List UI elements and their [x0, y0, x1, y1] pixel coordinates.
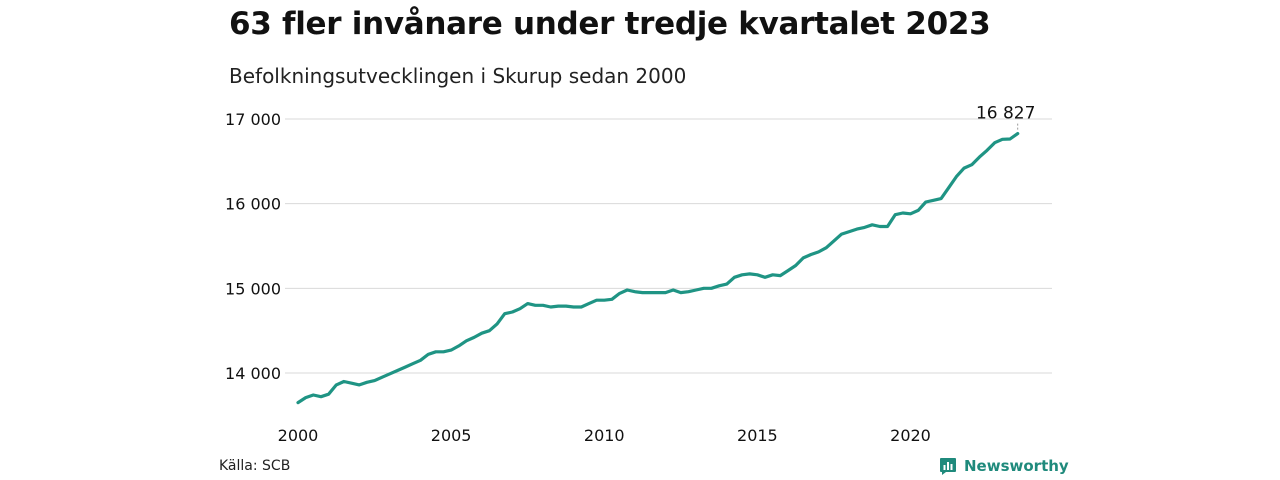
- population-series-line: [296, 132, 1020, 405]
- y-tick-label: 16 000: [225, 195, 281, 214]
- x-tick-label: 2000: [278, 426, 319, 445]
- chart-subtitle: Befolkningsutvecklingen i Skurup sedan 2…: [229, 64, 687, 88]
- chart-title: 63 fler invånare under tredje kvartalet …: [229, 6, 991, 42]
- y-tick-label: 15 000: [225, 279, 281, 298]
- end-value-label: 16 827: [976, 104, 1035, 124]
- x-tick-label: 2005: [431, 426, 472, 445]
- source-note: Källa: SCB: [219, 458, 291, 474]
- brand-logo: Newsworthy: [938, 456, 1069, 476]
- x-tick-label: 2020: [890, 426, 931, 445]
- x-tick-label: 2010: [584, 426, 625, 445]
- brand-name: Newsworthy: [964, 457, 1069, 475]
- y-axis-tick-labels: 14 000 15 000 16 000 17 000: [225, 110, 281, 383]
- x-axis-tick-labels: 2000 2005 2010 2015 2020: [278, 426, 931, 445]
- bar-chart-badge-icon: [940, 458, 956, 475]
- x-tick-label: 2015: [737, 426, 778, 445]
- y-tick-label: 14 000: [225, 364, 281, 383]
- y-tick-label: 17 000: [225, 110, 281, 129]
- grid-lines: [285, 118, 1052, 374]
